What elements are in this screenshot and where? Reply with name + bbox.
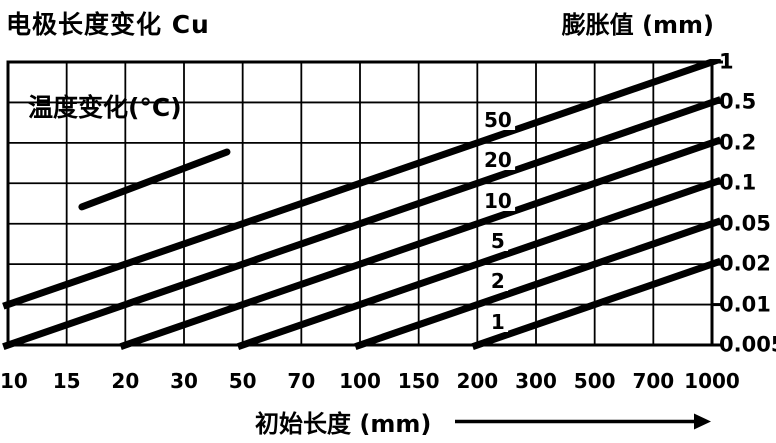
- y-tick-label: 0.2: [719, 130, 757, 155]
- series-line-10: [119, 136, 722, 350]
- x-tick-label: 700: [632, 369, 675, 393]
- x-tick-label: 50: [228, 369, 257, 393]
- temperature-change-label: 温度变化(°C): [28, 93, 182, 122]
- x-tick-label: 1000: [684, 369, 740, 393]
- x-tick-label: 20: [111, 369, 140, 393]
- x-axis-title: 初始长度 (mm): [255, 410, 432, 438]
- y-tick-label: 0.02: [719, 251, 771, 276]
- series-label: 10: [480, 190, 515, 211]
- series-line-20: [2, 96, 722, 350]
- series-line-50: [2, 59, 722, 310]
- series-line-2: [354, 217, 722, 350]
- series-label: 2: [487, 271, 508, 292]
- y-tick-label: 0.5: [719, 89, 757, 114]
- series-label: 50: [480, 109, 515, 130]
- x-tick-label: 300: [515, 369, 557, 393]
- y-tick-label: 0.1: [719, 170, 757, 195]
- series-line-5: [236, 177, 722, 350]
- legend-sample-line: [78, 148, 231, 211]
- y-tick-label: 0.005: [719, 332, 776, 357]
- x-tick-label: 30: [170, 369, 198, 393]
- page-title: 电极长度变化 Cu: [6, 10, 210, 39]
- y-tick-label: 0.05: [719, 211, 771, 236]
- series-label: 20: [480, 150, 515, 171]
- y-axis-title: 膨胀值 (mm): [561, 11, 714, 39]
- x-tick-label: 10: [0, 369, 28, 393]
- right-arrow-head-icon: [694, 413, 711, 430]
- x-tick-label: 70: [287, 369, 316, 393]
- series-label: 5: [487, 231, 508, 252]
- y-tick-label: 0.01: [719, 292, 771, 317]
- x-tick-label: 500: [573, 369, 616, 393]
- x-tick-label: 100: [339, 369, 381, 393]
- y-tick-label: 1: [719, 49, 734, 74]
- x-tick-label: 15: [52, 369, 81, 393]
- series-label: 1: [487, 311, 508, 332]
- series-line-1: [471, 257, 722, 350]
- x-tick-label: 150: [397, 369, 440, 393]
- x-tick-label: 200: [456, 369, 499, 393]
